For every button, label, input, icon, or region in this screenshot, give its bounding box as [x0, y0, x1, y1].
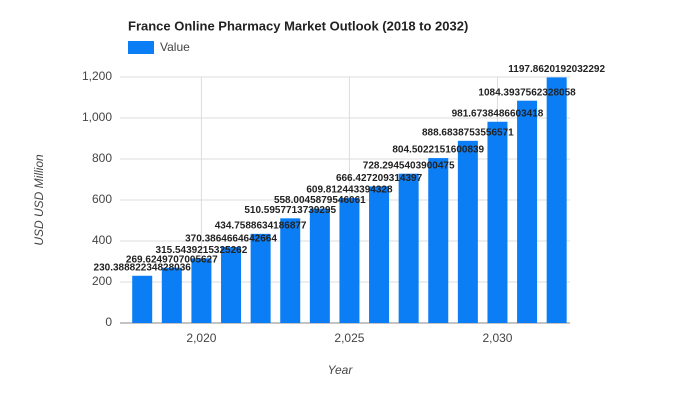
y-tick-label: 800 [92, 151, 112, 165]
y-tick-label: 200 [92, 274, 112, 288]
value-label: 728.2945403900475 [363, 160, 455, 171]
value-label: 230.38882234828036 [94, 262, 192, 273]
chart-title: France Online Pharmacy Market Outlook (2… [128, 18, 468, 33]
x-tick-label: 2,030 [482, 331, 512, 345]
bar [191, 258, 212, 323]
value-label: 888.6838753556571 [422, 127, 514, 138]
bar [428, 158, 449, 323]
x-axis-label: Year [328, 363, 354, 377]
bar [457, 140, 478, 323]
bar [221, 247, 242, 323]
bar [309, 208, 330, 323]
value-label: 510.5957713739295 [244, 205, 336, 216]
y-axis-label: USD USD Million [32, 154, 46, 246]
legend-label: Value [160, 40, 190, 54]
value-label: 804.5022151600839 [392, 145, 484, 156]
value-label: 558.0045879546061 [274, 195, 366, 206]
value-label: 609.812443394328 [306, 185, 393, 196]
bar [398, 173, 419, 323]
value-label: 370.3864664642664 [185, 234, 277, 245]
y-tick-label: 1,200 [82, 69, 112, 83]
value-label: 1084.3937562328058 [478, 87, 576, 98]
y-tick-label: 600 [92, 192, 112, 206]
x-tick-label: 2,020 [186, 331, 216, 345]
bar [161, 267, 182, 323]
value-label: 315.5439215325262 [156, 245, 248, 256]
value-label: 434.7588634186877 [215, 221, 307, 232]
bar [487, 121, 508, 323]
y-tick-label: 0 [105, 315, 112, 329]
bar [546, 77, 567, 323]
value-label: 666.427209314397 [336, 173, 423, 184]
bar [132, 275, 153, 323]
x-tick-label: 2,025 [334, 331, 364, 345]
value-label: 269.6249707005627 [126, 254, 218, 265]
value-label: 981.6738486603418 [452, 108, 544, 119]
bar [250, 233, 271, 323]
y-tick-label: 400 [92, 233, 112, 247]
bar [280, 218, 301, 323]
y-tick-label: 1,000 [82, 110, 112, 124]
bar [517, 100, 538, 323]
bar [369, 186, 390, 323]
value-label: 1197.8620192032292 [508, 64, 605, 75]
bar [339, 197, 360, 323]
legend-swatch [128, 41, 154, 54]
